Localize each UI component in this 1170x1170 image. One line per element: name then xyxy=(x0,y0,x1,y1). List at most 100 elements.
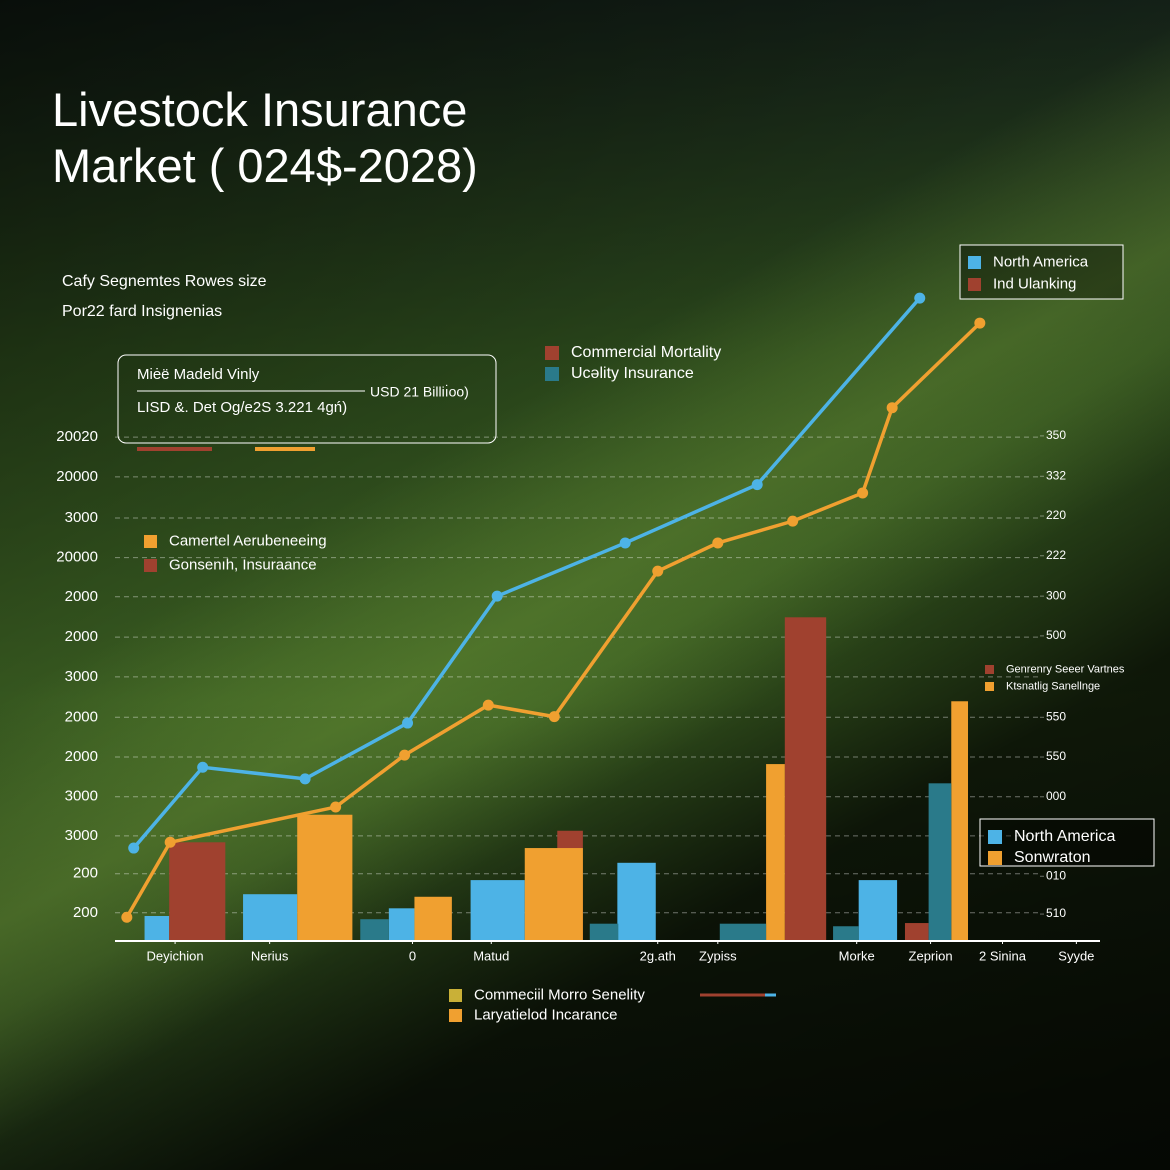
bar xyxy=(243,894,298,941)
line-point xyxy=(712,537,724,549)
line-point xyxy=(197,761,209,773)
y-tick-label: 20000 xyxy=(56,549,98,566)
x-tick-label: Matud xyxy=(473,948,509,963)
bar xyxy=(589,923,619,941)
y-tick-label: 2000 xyxy=(65,748,98,765)
y2-tick-label: 000 xyxy=(1046,789,1066,803)
bar xyxy=(719,923,767,941)
line-point xyxy=(886,402,898,414)
legend-swatch xyxy=(985,682,994,691)
y2-tick-label: 350 xyxy=(1046,428,1066,442)
bar xyxy=(414,896,452,941)
y2-tick-label: 332 xyxy=(1046,468,1066,482)
y2-tick-label: 220 xyxy=(1046,508,1066,522)
legend-swatch xyxy=(449,989,462,1002)
legend-swatch xyxy=(545,367,559,381)
y2-tick-label: 222 xyxy=(1046,548,1066,562)
legend-label: Gonsenıh, Insuraance xyxy=(169,556,317,573)
line-point xyxy=(857,487,869,499)
line-point xyxy=(128,842,140,854)
subtitle: Cafy Segnemtes Rowes size xyxy=(62,273,267,290)
y-tick-label: 3000 xyxy=(65,827,98,844)
x-tick-label: 0 xyxy=(409,948,416,963)
annotation-callout: USD 21 Billiı̇oo) xyxy=(370,384,469,400)
legend-label: Commercial Mortality xyxy=(571,344,721,361)
legend-label: Ktsnatlig Sanellnge xyxy=(1006,680,1100,692)
x-tick-label: Syyde xyxy=(1058,948,1094,963)
annotation-text: LISD &. Det Og/e2S 3.221 4gń) xyxy=(137,399,347,416)
line-point xyxy=(548,711,560,723)
bar xyxy=(784,617,827,941)
y-tick-label: 2000 xyxy=(65,588,98,605)
bar xyxy=(144,916,170,941)
legend-swatch xyxy=(985,665,994,674)
y-tick-label: 2000 xyxy=(65,628,98,645)
bar xyxy=(360,919,389,941)
line-point xyxy=(751,479,763,491)
bar xyxy=(470,880,525,941)
line-point xyxy=(164,836,176,848)
legend-swatch xyxy=(988,851,1002,865)
x-tick-label: Deyichion xyxy=(147,948,204,963)
line-point xyxy=(482,699,494,711)
x-tick-label: Zeprion xyxy=(909,948,953,963)
y2-tick-label: 550 xyxy=(1046,749,1066,763)
bar xyxy=(297,814,353,941)
y-tick-label: 3000 xyxy=(65,668,98,685)
legend-swatch xyxy=(968,256,981,269)
legend-label: North America xyxy=(993,253,1089,270)
line-point xyxy=(299,773,311,785)
legend-swatch xyxy=(968,278,981,291)
bar xyxy=(617,862,656,941)
line-point xyxy=(914,292,926,304)
y2-tick-label: 510 xyxy=(1046,906,1066,920)
y2-tick-label: 010 xyxy=(1046,868,1066,882)
y-tick-label: 20020 xyxy=(56,428,98,445)
x-tick-label: Zypiss xyxy=(699,948,737,963)
line-point xyxy=(619,537,631,549)
line-point xyxy=(652,565,664,577)
x-tick-label: Morke xyxy=(839,948,875,963)
legend-box xyxy=(979,818,1155,867)
y-tick-label: 3000 xyxy=(65,509,98,526)
line-point xyxy=(974,317,986,329)
line-point xyxy=(330,801,342,813)
y2-tick-label: 550 xyxy=(1046,709,1066,723)
legend-label: Ind Ulanking xyxy=(993,275,1076,292)
bar xyxy=(766,764,785,941)
x-tick-label: 2ɡ.ath xyxy=(640,948,676,963)
subtitle: Por22 fard Insignenias xyxy=(62,303,222,320)
y-tick-label: 200 xyxy=(73,865,98,882)
legend-swatch xyxy=(144,559,157,572)
y-tick-label: 3000 xyxy=(65,788,98,805)
y2-tick-label: 500 xyxy=(1046,628,1066,642)
legend-label: North America xyxy=(1014,828,1115,845)
x-tick-label: Nerius xyxy=(251,948,289,963)
legend-box xyxy=(959,244,1124,300)
legend-label: Ucəlity Insurance xyxy=(571,365,694,382)
legend-label: Commeciil Morro Senelity xyxy=(474,986,645,1003)
y2-tick-label: 300 xyxy=(1046,588,1066,602)
y-tick-label: 2000 xyxy=(65,708,98,725)
line-point xyxy=(491,590,503,602)
chart-title: Livestock Insurance Market ( 024$-2028) xyxy=(52,83,478,192)
legend-label: Genrenry Seeer Vartnes xyxy=(1006,663,1125,675)
legend-swatch xyxy=(449,1009,462,1022)
bar xyxy=(833,926,859,941)
annotation-text: Miėë Madeld Vinly xyxy=(137,366,260,383)
x-tick-label: 2 Sinina xyxy=(979,948,1027,963)
annotation-box xyxy=(117,354,497,444)
legend-label: Sonwraton xyxy=(1014,849,1091,866)
bar xyxy=(858,880,898,941)
legend-swatch xyxy=(144,535,157,548)
bar xyxy=(524,848,583,941)
bar xyxy=(904,923,929,941)
y-tick-label: 20000 xyxy=(56,468,98,485)
legend-swatch xyxy=(545,346,559,360)
legend-label: Laryatielod Incarance xyxy=(474,1006,617,1023)
bar xyxy=(169,842,226,941)
line-point xyxy=(121,911,133,923)
line-point xyxy=(402,717,414,729)
